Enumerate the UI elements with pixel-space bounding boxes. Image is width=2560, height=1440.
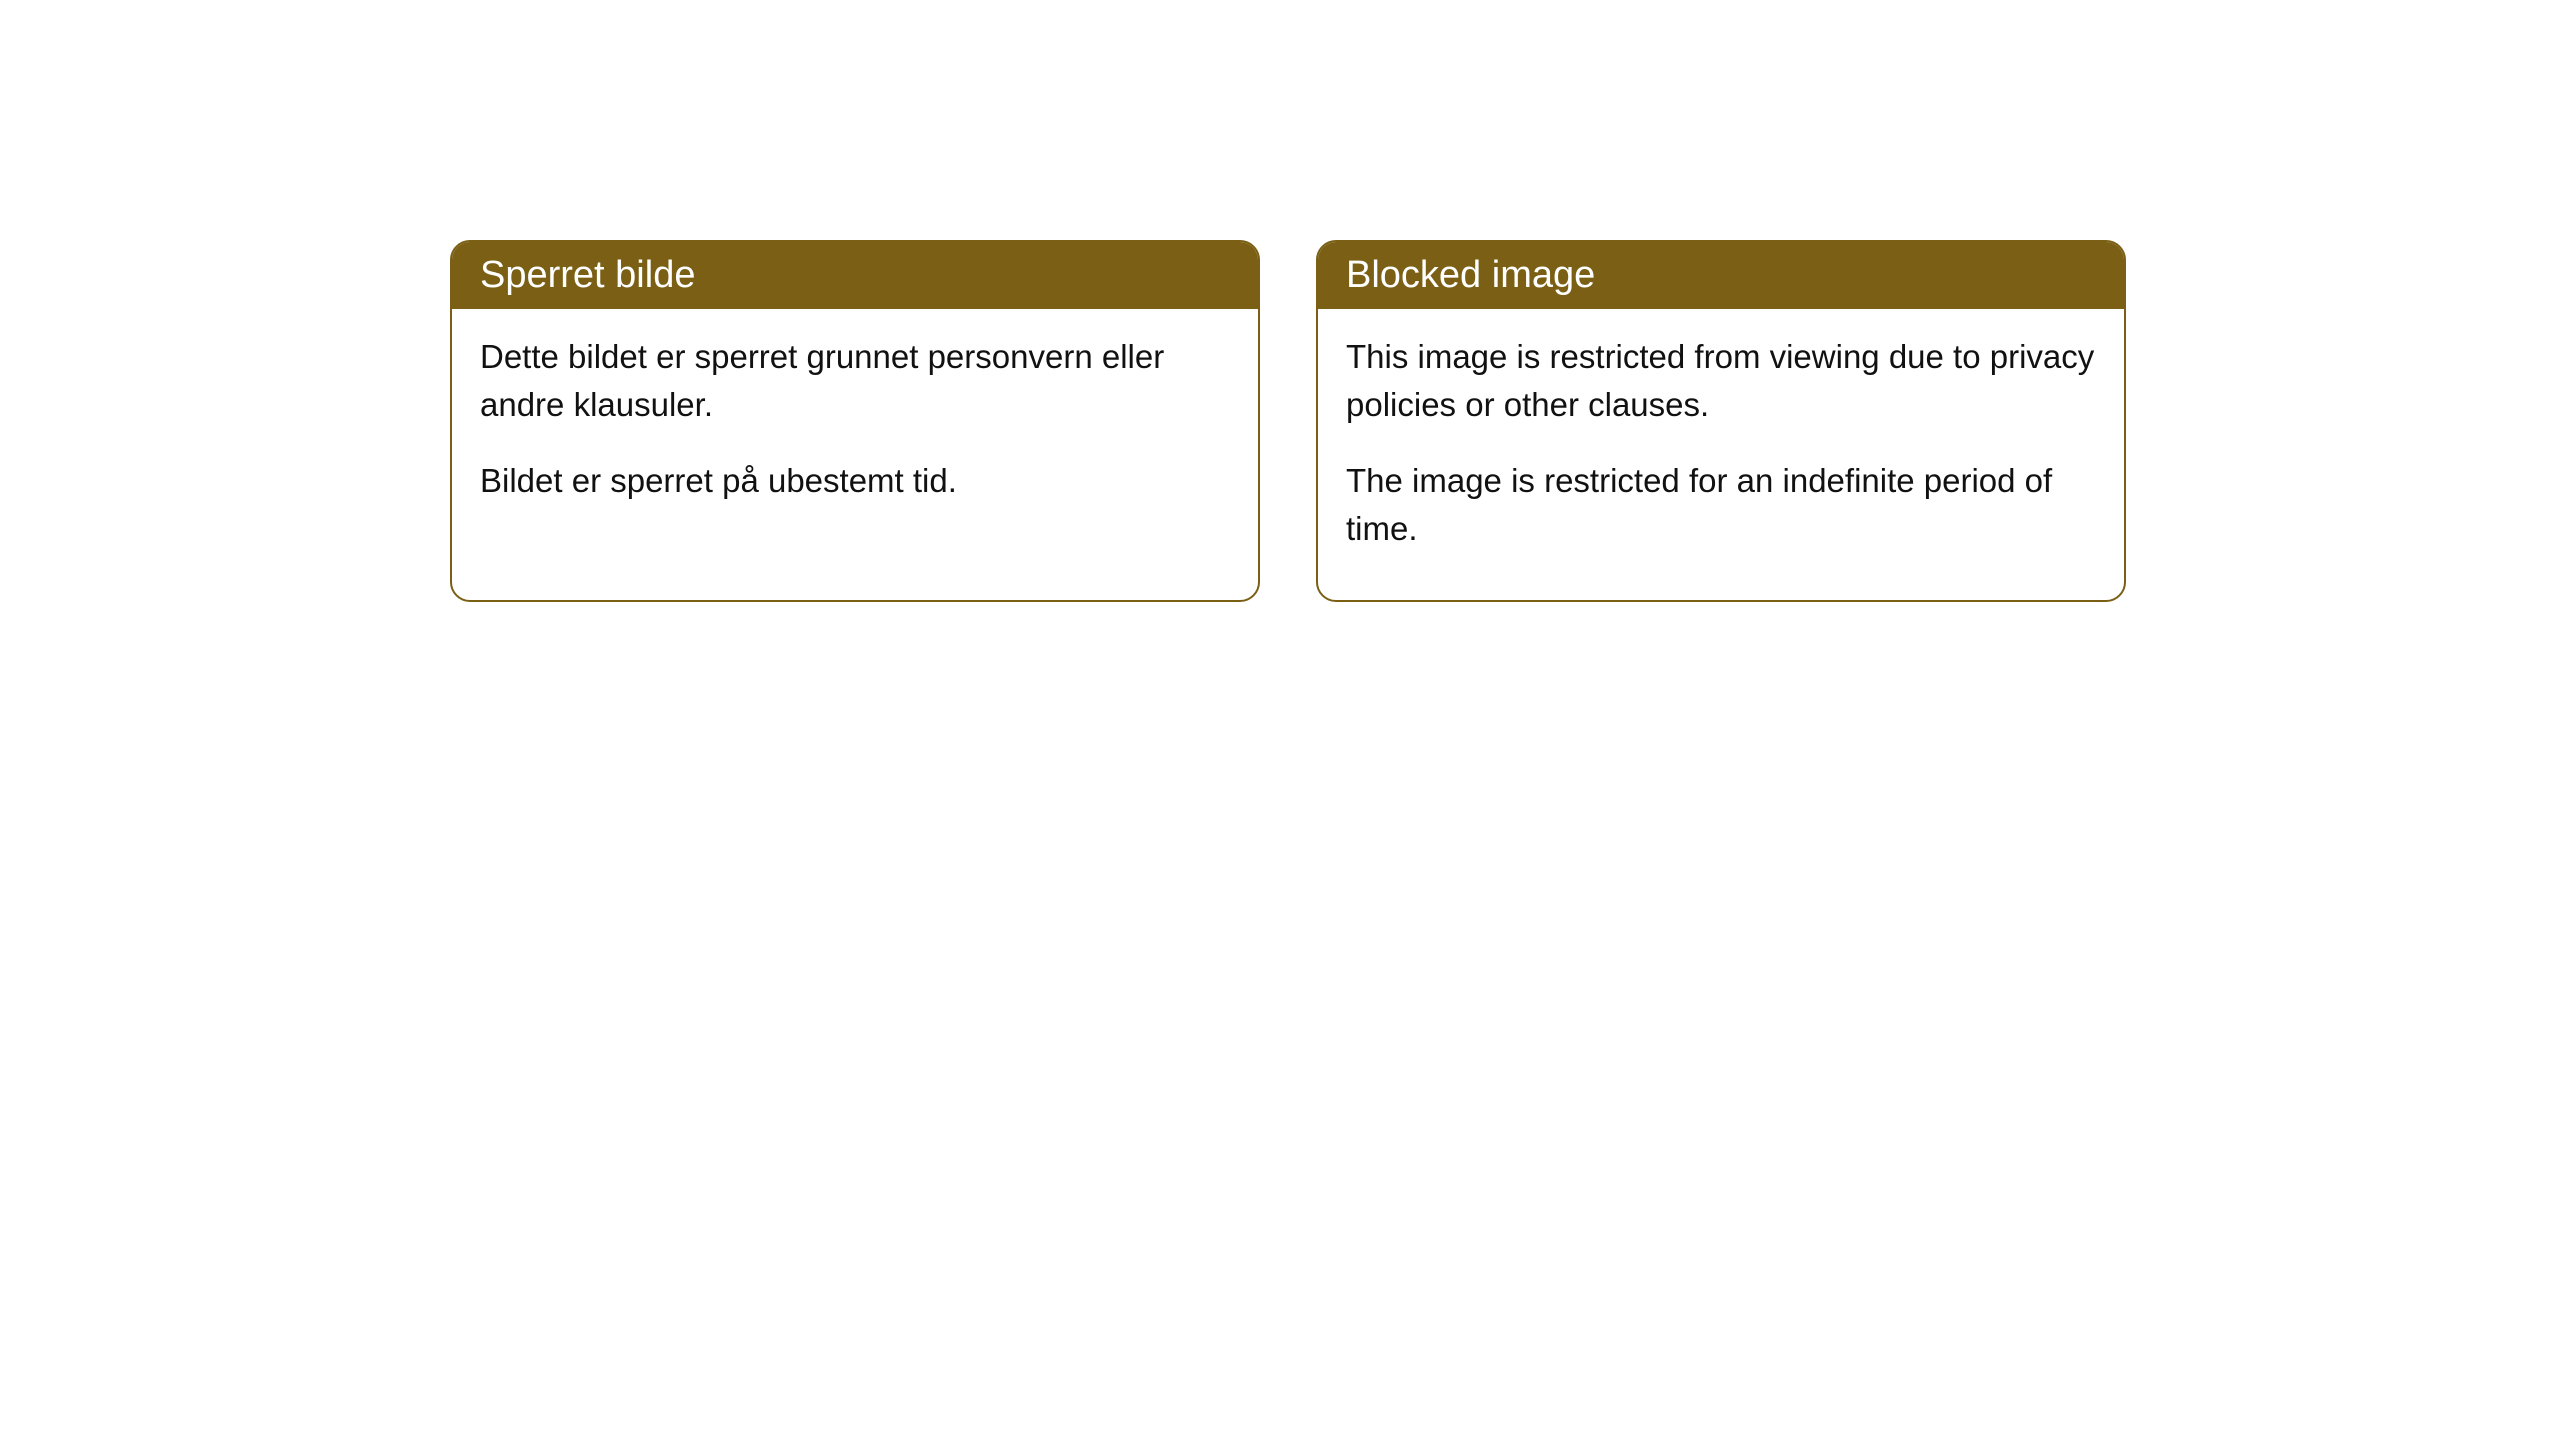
card-paragraph: The image is restricted for an indefinit… [1346, 457, 2096, 553]
card-header: Blocked image [1318, 242, 2124, 309]
card-title: Sperret bilde [480, 254, 695, 296]
blocked-image-card-norwegian: Sperret bilde Dette bildet er sperret gr… [450, 240, 1260, 602]
blocked-image-card-english: Blocked image This image is restricted f… [1316, 240, 2126, 602]
card-paragraph: Dette bildet er sperret grunnet personve… [480, 333, 1230, 429]
card-body: This image is restricted from viewing du… [1318, 309, 2124, 600]
card-body: Dette bildet er sperret grunnet personve… [452, 309, 1258, 553]
card-paragraph: Bildet er sperret på ubestemt tid. [480, 457, 1230, 505]
notice-cards-container: Sperret bilde Dette bildet er sperret gr… [450, 240, 2126, 602]
card-title: Blocked image [1346, 254, 1595, 296]
card-header: Sperret bilde [452, 242, 1258, 309]
card-paragraph: This image is restricted from viewing du… [1346, 333, 2096, 429]
